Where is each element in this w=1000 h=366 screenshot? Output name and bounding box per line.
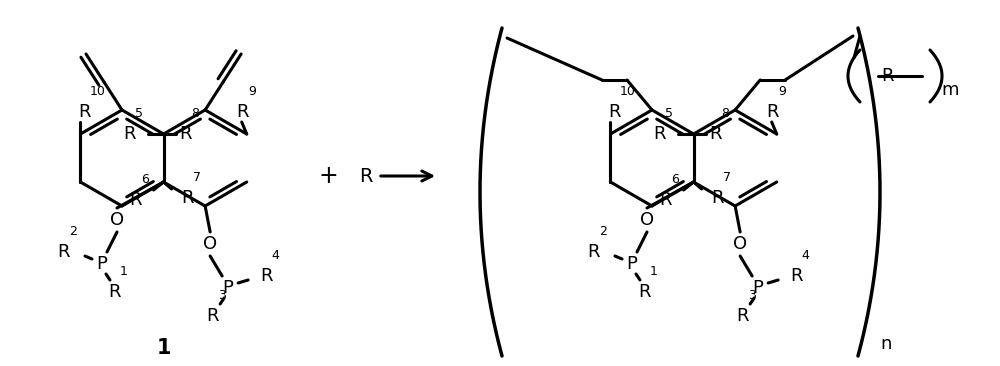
Text: 8: 8	[721, 107, 729, 120]
Text: 1: 1	[156, 338, 171, 358]
Text: 3: 3	[748, 289, 756, 302]
Text: 5: 5	[135, 107, 143, 120]
Text: 6: 6	[141, 173, 149, 186]
Text: R: R	[57, 243, 70, 261]
Text: 1: 1	[120, 265, 128, 278]
Text: 7: 7	[723, 171, 731, 184]
Text: R: R	[78, 103, 91, 121]
Text: O: O	[203, 235, 217, 253]
Text: 2: 2	[69, 225, 77, 238]
Text: 10: 10	[620, 85, 636, 98]
Text: 8: 8	[191, 107, 199, 120]
Text: 1: 1	[650, 265, 658, 278]
Text: 9: 9	[248, 85, 256, 98]
Text: P: P	[223, 279, 234, 297]
Text: R: R	[359, 167, 373, 186]
Text: 7: 7	[193, 171, 201, 184]
Text: R: R	[710, 125, 722, 143]
Text: R: R	[182, 189, 194, 207]
Text: P: P	[627, 255, 637, 273]
Text: R: R	[587, 243, 599, 261]
Text: R: R	[660, 191, 672, 209]
Text: R: R	[882, 67, 894, 85]
Text: R: R	[654, 125, 666, 143]
Text: P: P	[753, 279, 764, 297]
Text: R: R	[108, 283, 120, 301]
Text: R: R	[180, 125, 192, 143]
Text: 5: 5	[665, 107, 673, 120]
Text: R: R	[237, 103, 249, 121]
Text: 10: 10	[90, 85, 106, 98]
Text: R: R	[608, 103, 621, 121]
Text: R: R	[712, 189, 724, 207]
Text: R: R	[206, 307, 219, 325]
Text: R: R	[638, 283, 650, 301]
Text: O: O	[640, 211, 654, 229]
Text: m: m	[941, 81, 959, 99]
Text: 9: 9	[778, 85, 786, 98]
Text: n: n	[880, 335, 892, 353]
Text: R: R	[790, 267, 803, 285]
Text: R: R	[130, 191, 142, 209]
Text: 6: 6	[671, 173, 679, 186]
Text: R: R	[767, 103, 779, 121]
Text: O: O	[110, 211, 124, 229]
Text: R: R	[124, 125, 136, 143]
Text: 4: 4	[802, 249, 810, 262]
Text: R: R	[736, 307, 749, 325]
Text: P: P	[97, 255, 107, 273]
Text: 2: 2	[599, 225, 607, 238]
Text: R: R	[260, 267, 273, 285]
Text: O: O	[733, 235, 747, 253]
Text: 4: 4	[272, 249, 280, 262]
Text: +: +	[318, 164, 338, 188]
Text: 3: 3	[218, 289, 226, 302]
